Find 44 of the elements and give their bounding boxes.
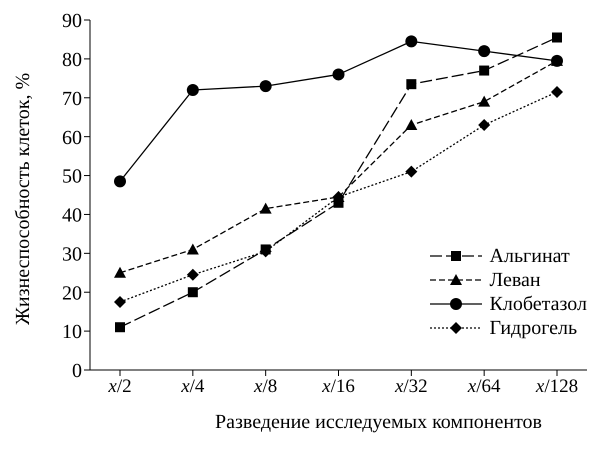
x-tick-label: x/4 [180,376,205,397]
point [405,119,418,130]
legend-label: Альгинат [490,244,570,268]
point [405,35,418,48]
x-tick-label: x/32 [394,376,428,397]
point [551,86,563,98]
point [188,287,198,298]
legend-label: Леван [490,268,541,292]
y-tick-label: 60 [62,126,82,149]
legend-label: Гидрогель [490,316,578,340]
y-tick-label: 10 [62,321,82,344]
x-tick-label: x/64 [466,376,502,397]
point [260,202,272,214]
point [478,119,490,131]
point [406,79,416,90]
point [552,32,562,42]
y-tick-label: 30 [62,243,82,266]
y-tick-label: 20 [62,282,82,304]
x-tick-label: x/8 [253,376,278,397]
point [114,296,126,308]
x-tick-label: x/16 [321,376,355,397]
point [478,45,490,58]
y-tick-label: 0 [72,360,82,382]
point [186,243,199,254]
x-tick-label: x/128 [534,376,578,397]
y-tick-label: 90 [62,10,82,32]
point [478,96,490,107]
point [479,66,490,76]
point [186,84,199,96]
point [114,175,126,188]
point [405,166,418,178]
legend-label: Клобетазол [490,292,587,316]
y-tick-label: 50 [62,166,82,188]
x-tick-label: x/2 [107,376,132,397]
y-axis-title: Жизнеспособность клеток, % [12,72,34,325]
point [186,268,199,281]
point [114,266,126,278]
point [260,80,272,92]
y-tick-label: 80 [62,48,82,71]
x-axis-title: Разведение исследуемых компонентов [215,411,542,433]
y-tick-label: 40 [62,204,82,227]
point [115,322,125,332]
point [332,68,344,80]
y-tick-label: 70 [62,88,82,110]
